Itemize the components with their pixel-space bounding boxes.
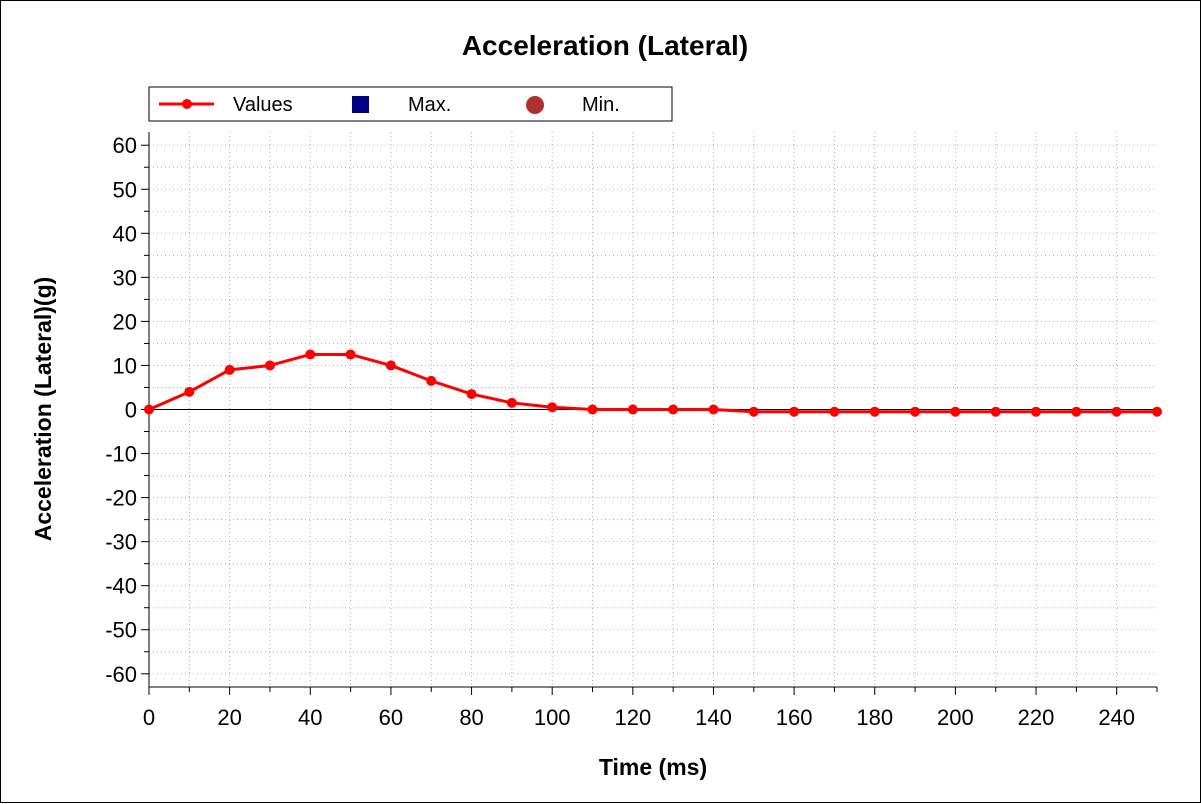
y-tick-label: 10 [113, 353, 137, 378]
y-tick-label: -10 [105, 442, 137, 467]
data-point [1152, 406, 1162, 417]
data-point [1111, 406, 1122, 417]
data-point [708, 404, 719, 415]
chart-title: Acceleration (Lateral) [462, 30, 748, 61]
x-tick-label: 240 [1098, 705, 1135, 730]
data-point [1071, 406, 1082, 417]
series-line [148, 352, 1157, 414]
legend-max-marker [352, 96, 369, 113]
data-point [264, 360, 275, 371]
x-tick-label: 160 [776, 705, 813, 730]
data-point [224, 364, 235, 375]
data-point [1031, 406, 1042, 417]
x-tick-label: 80 [459, 705, 483, 730]
y-tick-label: 0 [125, 398, 137, 423]
data-point [426, 375, 437, 386]
x-tick-label: 120 [614, 705, 651, 730]
x-tick-label: 140 [695, 705, 732, 730]
data-point [184, 386, 195, 397]
data-point [305, 349, 316, 360]
grid [149, 132, 1157, 687]
data-point [547, 402, 558, 413]
ticks: 0 20 40 60 80 100 120 140 160 180 200 220 2406050403… [105, 133, 1158, 730]
y-tick-label: -20 [105, 486, 137, 511]
x-axis-label: Time (ms) [599, 754, 707, 780]
data-point [506, 397, 517, 408]
legend-min-label: Min. [582, 94, 620, 116]
y-axis-label: Acceleration (Lateral)(g) [30, 277, 56, 542]
legend-min-marker [526, 96, 544, 114]
legend: Values Max. Min. [148, 86, 673, 122]
y-tick-label: -30 [105, 530, 137, 555]
x-tick-label: 20 [217, 705, 241, 730]
data-point [466, 389, 477, 400]
y-tick-label: 60 [113, 133, 137, 158]
legend-box [148, 86, 673, 122]
y-tick-label: -50 [105, 618, 137, 643]
y-tick-label: 20 [113, 309, 137, 334]
y-tick-label: 50 [113, 177, 137, 202]
data-point [385, 360, 396, 371]
y-tick-label: -40 [105, 574, 137, 599]
data-point [748, 406, 759, 417]
x-tick-label: 0 [143, 705, 155, 730]
data-point [910, 406, 921, 417]
legend-max-label: Max. [408, 94, 451, 116]
legend-values-marker [182, 99, 192, 109]
x-tick-label: 100 [534, 705, 571, 730]
data-point [950, 406, 961, 417]
series-values [144, 349, 1162, 417]
x-tick-label: 200 [937, 705, 974, 730]
data-point [869, 406, 880, 417]
x-tick-label: 40 [298, 705, 322, 730]
data-point [144, 404, 154, 415]
x-tick-label: 220 [1018, 705, 1055, 730]
y-tick-label: 40 [113, 221, 137, 246]
x-tick-label: 60 [379, 705, 403, 730]
data-point [587, 404, 598, 415]
data-point [789, 406, 800, 417]
x-tick-label: 180 [856, 705, 893, 730]
y-tick-label: 30 [113, 265, 137, 290]
data-point [990, 406, 1001, 417]
data-point [668, 404, 679, 415]
y-tick-label: -60 [105, 662, 137, 687]
legend-values-label: Values [233, 94, 293, 116]
data-point [627, 404, 638, 415]
data-point [829, 406, 840, 417]
data-point [345, 349, 356, 360]
